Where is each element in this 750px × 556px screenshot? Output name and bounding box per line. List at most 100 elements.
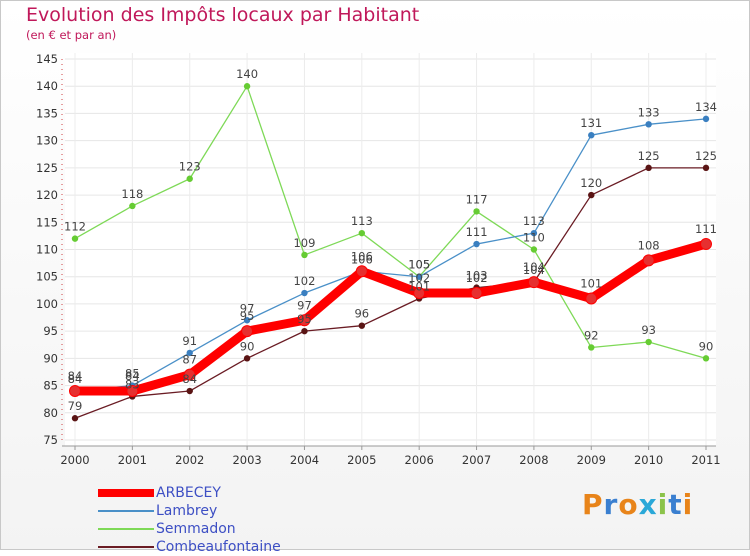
- logo-letter: i: [682, 488, 694, 521]
- legend-swatch: [98, 510, 154, 512]
- data-point: [702, 355, 710, 362]
- data-label: 91: [182, 334, 197, 348]
- y-tick-label: 120: [36, 188, 58, 202]
- x-tick-label: 2004: [290, 453, 319, 467]
- logo-letter: o: [618, 488, 639, 521]
- x-tick-label: 2011: [691, 453, 720, 467]
- data-label: 96: [354, 307, 369, 321]
- y-tick-label: 145: [36, 52, 58, 66]
- chart-title: Evolution des Impôts locaux par Habitant: [26, 4, 420, 26]
- data-point: [186, 349, 193, 357]
- data-label: 106: [351, 252, 373, 266]
- data-label: 109: [293, 236, 315, 250]
- x-tick-label: 2005: [347, 453, 376, 467]
- data-point: [355, 265, 368, 278]
- x-tick-label: 2003: [232, 453, 261, 467]
- data-point: [183, 368, 196, 381]
- data-label: 113: [351, 214, 373, 228]
- y-tick-label: 135: [36, 106, 58, 120]
- data-label: 97: [240, 301, 255, 315]
- logo-letter: r: [603, 488, 619, 521]
- data-point: [527, 276, 540, 289]
- data-label: 90: [699, 339, 714, 353]
- data-point: [129, 202, 136, 210]
- y-tick-label: 95: [43, 324, 58, 338]
- data-label: 101: [580, 276, 602, 290]
- legend-item: Semmadon: [98, 520, 281, 538]
- data-point: [645, 164, 652, 172]
- data-label: 79: [68, 399, 83, 413]
- data-label: 84: [68, 369, 83, 383]
- data-label: 97: [297, 298, 312, 312]
- data-point: [126, 385, 139, 398]
- y-tick-label: 125: [36, 161, 58, 175]
- data-point: [241, 325, 254, 338]
- legend-label: Combeaufontaine: [156, 539, 281, 555]
- data-point: [413, 287, 426, 300]
- y-tick-label: 90: [43, 351, 58, 365]
- data-label: 123: [179, 160, 201, 174]
- y-tick-label: 100: [36, 297, 58, 311]
- data-label: 102: [293, 274, 315, 288]
- chart-subtitle: (en € et par an): [26, 28, 117, 42]
- y-tick-label: 140: [36, 79, 58, 93]
- legend-label: ARBECEY: [156, 485, 221, 501]
- x-tick-label: 2009: [577, 453, 606, 467]
- legend-item: Combeaufontaine: [98, 538, 281, 556]
- data-label: 113: [523, 214, 545, 228]
- data-point: [301, 289, 308, 297]
- data-point: [415, 273, 423, 280]
- data-label: 104: [523, 260, 545, 274]
- x-tick-label: 2010: [634, 453, 663, 467]
- data-point: [588, 344, 595, 351]
- x-tick-label: 2007: [462, 453, 491, 467]
- data-label: 112: [64, 220, 86, 234]
- y-tick-label: 80: [43, 406, 58, 420]
- data-label: 83: [125, 377, 140, 391]
- data-label: 125: [638, 149, 660, 163]
- data-label: 111: [466, 225, 488, 239]
- logo-letter: i: [657, 488, 669, 521]
- legend-swatch: [98, 489, 154, 497]
- series-line-arbecey: [70, 239, 711, 396]
- data-label: 85: [125, 367, 140, 381]
- logo-letter: P: [582, 488, 604, 521]
- data-point: [358, 322, 366, 329]
- data-label: 102: [466, 271, 488, 285]
- data-label: 125: [695, 149, 717, 163]
- legend-label: Semmadon: [156, 521, 236, 537]
- data-point: [243, 317, 251, 324]
- data-label: 140: [236, 67, 258, 81]
- data-label: 131: [580, 116, 602, 130]
- data-label: 133: [638, 105, 660, 119]
- legend-item: ARBECEY: [98, 484, 281, 502]
- legend-swatch: [98, 528, 154, 530]
- data-label: 90: [240, 339, 255, 353]
- data-point: [69, 385, 81, 398]
- data-point: [645, 121, 652, 128]
- series-line-lambrey: [74, 118, 707, 392]
- data-point: [358, 229, 366, 237]
- x-tick-label: 2001: [118, 453, 147, 467]
- data-point: [588, 191, 595, 199]
- data-label: 84: [125, 369, 140, 383]
- data-label: 105: [408, 258, 430, 272]
- x-tick-label: 2000: [60, 453, 89, 467]
- data-label: 95: [297, 312, 312, 326]
- y-tick-label: 110: [36, 243, 58, 257]
- data-point: [243, 83, 251, 90]
- data-point: [71, 415, 79, 422]
- data-label: 108: [638, 238, 660, 252]
- data-point: [301, 327, 308, 335]
- data-point: [186, 387, 193, 395]
- proxiti-logo: Proxiti: [582, 488, 693, 521]
- data-label: 87: [182, 353, 197, 367]
- data-label: 106: [351, 249, 373, 263]
- data-point: [702, 164, 710, 172]
- chart-legend: ARBECEY Lambrey Semmadon Combeaufontaine: [98, 484, 281, 556]
- y-tick-label: 105: [36, 270, 58, 284]
- data-point: [301, 251, 308, 259]
- data-point: [473, 208, 480, 215]
- data-label: 102: [408, 271, 430, 285]
- y-tick-label: 75: [43, 433, 58, 447]
